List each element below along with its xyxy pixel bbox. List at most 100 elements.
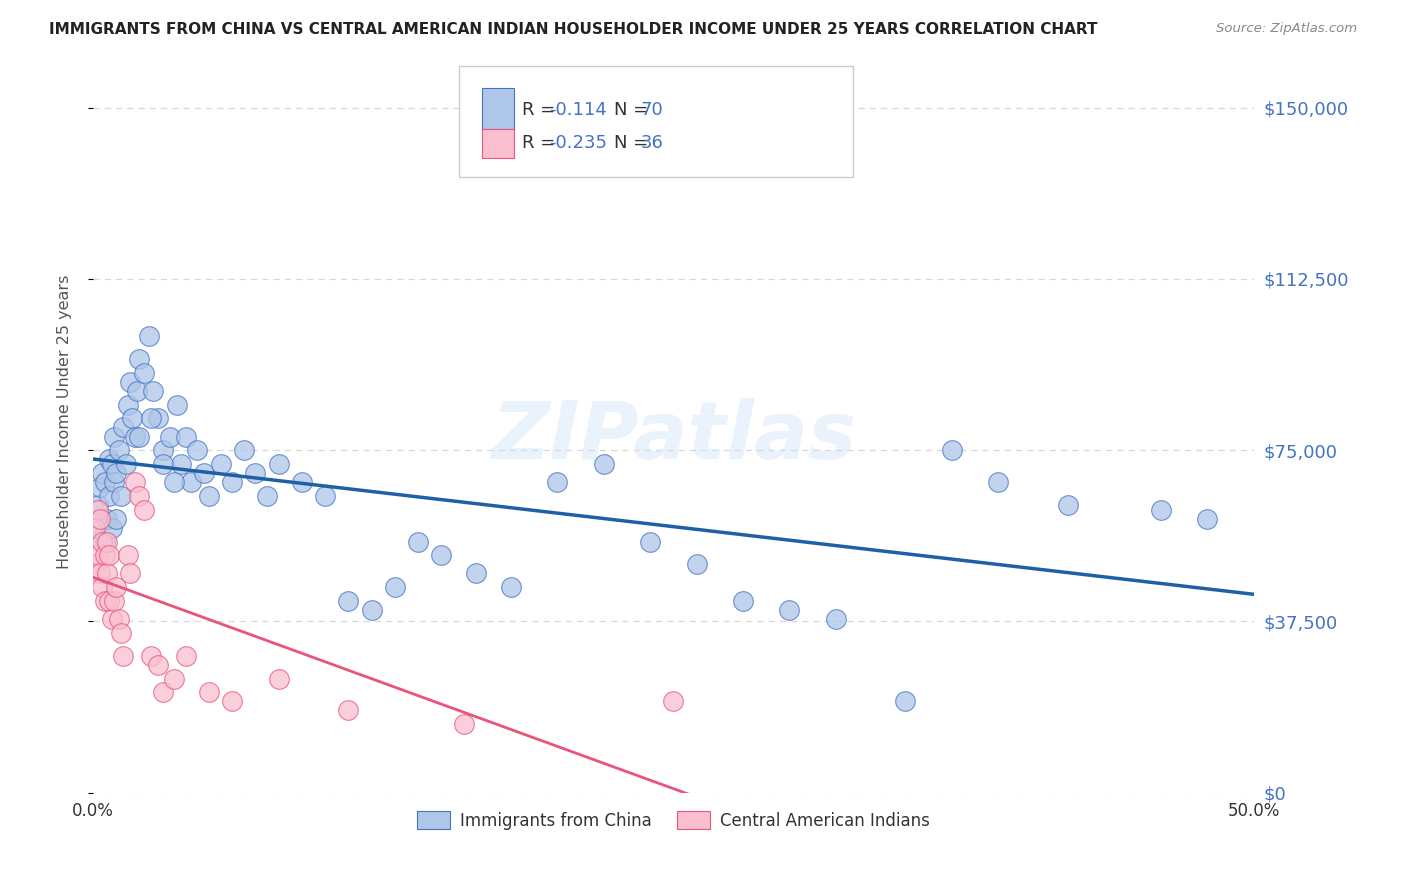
Point	[86, 502, 108, 516]
Point	[465, 566, 488, 581]
Point	[638, 534, 661, 549]
Point	[105, 466, 128, 480]
Point	[198, 685, 221, 699]
Point	[93, 534, 115, 549]
Point	[86, 498, 108, 512]
Text: -0.114: -0.114	[550, 101, 607, 119]
Point	[894, 694, 917, 708]
Point	[84, 558, 107, 572]
Point	[174, 648, 197, 663]
Point	[100, 612, 122, 626]
Text: R =: R =	[523, 101, 561, 119]
Point	[152, 685, 174, 699]
Point	[91, 580, 114, 594]
Point	[124, 429, 146, 443]
Text: N =: N =	[614, 101, 654, 119]
Point	[453, 717, 475, 731]
Point	[138, 329, 160, 343]
Point	[120, 566, 142, 581]
Point	[105, 511, 128, 525]
Point	[93, 594, 115, 608]
Point	[96, 566, 118, 581]
Point	[256, 489, 278, 503]
Point	[91, 534, 114, 549]
Point	[117, 398, 139, 412]
Point	[112, 420, 135, 434]
Text: -0.235: -0.235	[550, 135, 607, 153]
Point	[221, 475, 243, 490]
FancyBboxPatch shape	[482, 87, 515, 128]
Legend: Immigrants from China, Central American Indians: Immigrants from China, Central American …	[411, 805, 936, 837]
Point	[89, 511, 111, 525]
Point	[98, 452, 121, 467]
Point	[291, 475, 314, 490]
FancyBboxPatch shape	[458, 65, 853, 177]
Point	[110, 625, 132, 640]
Point	[159, 429, 181, 443]
Point	[93, 548, 115, 562]
Text: ZIPatlas: ZIPatlas	[491, 398, 856, 475]
Point	[98, 594, 121, 608]
Point	[120, 375, 142, 389]
Point	[112, 648, 135, 663]
Point	[170, 457, 193, 471]
Point	[121, 411, 143, 425]
Point	[198, 489, 221, 503]
Point	[232, 443, 254, 458]
Text: 36: 36	[641, 135, 664, 153]
Point	[824, 612, 846, 626]
Point	[146, 411, 169, 425]
Point	[186, 443, 208, 458]
Point	[114, 457, 136, 471]
Point	[128, 429, 150, 443]
Point	[105, 580, 128, 594]
Point	[1057, 498, 1080, 512]
Point	[1197, 511, 1219, 525]
Point	[163, 475, 186, 490]
Point	[142, 384, 165, 398]
Point	[128, 351, 150, 366]
Point	[731, 594, 754, 608]
Text: R =: R =	[523, 135, 561, 153]
Point	[100, 457, 122, 471]
Point	[174, 429, 197, 443]
Point	[245, 466, 267, 480]
Y-axis label: Householder Income Under 25 years: Householder Income Under 25 years	[58, 275, 72, 569]
Point	[546, 475, 568, 490]
Point	[662, 694, 685, 708]
Point	[96, 511, 118, 525]
Point	[93, 475, 115, 490]
Point	[987, 475, 1010, 490]
Point	[98, 489, 121, 503]
Point	[89, 566, 111, 581]
Point	[209, 457, 232, 471]
Text: 70: 70	[641, 101, 664, 119]
Point	[132, 502, 155, 516]
Point	[1150, 502, 1173, 516]
Point	[86, 548, 108, 562]
Point	[110, 489, 132, 503]
Point	[128, 489, 150, 503]
Point	[267, 457, 290, 471]
Point	[139, 648, 162, 663]
Point	[91, 466, 114, 480]
Point	[384, 580, 406, 594]
Point	[127, 384, 149, 398]
Point	[778, 603, 800, 617]
Point	[107, 443, 129, 458]
Text: IMMIGRANTS FROM CHINA VS CENTRAL AMERICAN INDIAN HOUSEHOLDER INCOME UNDER 25 YEA: IMMIGRANTS FROM CHINA VS CENTRAL AMERICA…	[49, 22, 1098, 37]
Point	[100, 521, 122, 535]
Point	[314, 489, 336, 503]
Point	[89, 480, 111, 494]
Point	[499, 580, 522, 594]
Point	[139, 411, 162, 425]
Point	[337, 703, 360, 717]
Point	[84, 521, 107, 535]
FancyBboxPatch shape	[482, 128, 515, 158]
Point	[103, 475, 125, 490]
Point	[430, 548, 453, 562]
Point	[193, 466, 215, 480]
Point	[941, 443, 963, 458]
Point	[592, 457, 614, 471]
Point	[103, 594, 125, 608]
